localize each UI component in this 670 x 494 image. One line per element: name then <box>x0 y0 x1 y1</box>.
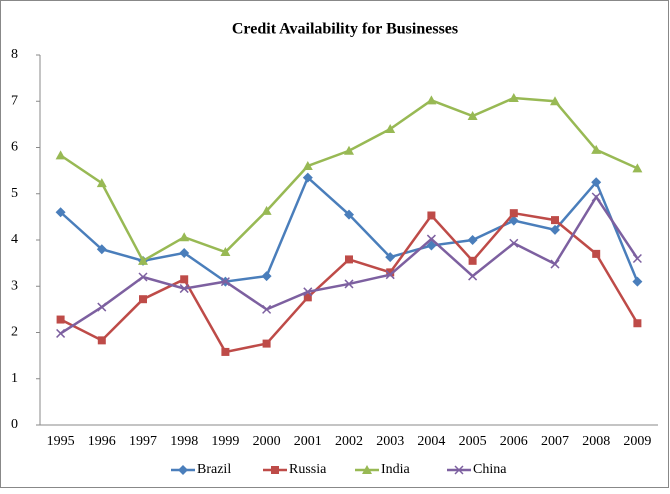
point <box>632 276 643 287</box>
x-tick-label: 2003 <box>376 434 404 449</box>
point <box>97 302 107 312</box>
y-tick-label: 2 <box>11 325 18 340</box>
x-tick-label: 1998 <box>170 434 198 449</box>
point <box>220 277 230 287</box>
point <box>345 255 353 264</box>
y-tick-label: 7 <box>11 93 18 108</box>
point <box>550 224 560 235</box>
point <box>303 293 312 302</box>
point <box>179 247 190 258</box>
x-tick-label: 2001 <box>294 434 322 449</box>
y-tick-label: 6 <box>11 140 18 155</box>
legend-label: India <box>381 462 411 477</box>
point <box>96 178 107 188</box>
point <box>426 240 437 251</box>
point <box>56 315 65 324</box>
point <box>179 232 190 242</box>
x-tick-label: 1997 <box>129 434 157 449</box>
x-tick-label: 2004 <box>417 434 445 449</box>
point <box>454 465 464 475</box>
point <box>302 172 313 183</box>
point <box>139 295 147 304</box>
point <box>138 272 148 282</box>
point <box>508 93 519 103</box>
point <box>97 336 106 345</box>
y-tick-label: 3 <box>11 278 18 293</box>
x-tick-label: 2009 <box>623 434 651 449</box>
point <box>509 209 518 218</box>
point <box>468 256 477 265</box>
point <box>178 465 188 475</box>
point <box>261 271 272 282</box>
point <box>509 238 519 248</box>
x-tick-label: 1999 <box>211 434 239 449</box>
point <box>179 284 189 294</box>
point <box>362 465 372 474</box>
point <box>302 161 313 170</box>
point <box>632 253 642 264</box>
point <box>55 207 66 218</box>
x-tick-label: 2006 <box>500 434 528 449</box>
y-tick-label: 8 <box>11 47 18 62</box>
point <box>385 270 395 280</box>
point <box>271 466 279 474</box>
point <box>468 271 478 281</box>
point <box>427 211 436 220</box>
x-tick-label: 1995 <box>47 434 75 449</box>
x-tick-label: 2005 <box>459 434 487 449</box>
legend-label: Brazil <box>197 462 231 477</box>
point <box>551 216 559 225</box>
point <box>303 287 313 297</box>
point <box>467 235 478 245</box>
y-tick-label: 0 <box>11 417 18 432</box>
point <box>344 209 354 220</box>
point <box>426 95 437 105</box>
point <box>262 339 271 348</box>
point <box>262 304 272 314</box>
x-tick-label: 2007 <box>541 434 569 449</box>
point <box>221 347 230 356</box>
chart-title: Credit Availability for Businesses <box>232 21 458 38</box>
point <box>426 234 436 244</box>
point <box>385 252 396 263</box>
x-tick-label: 2000 <box>253 434 281 449</box>
x-tick-label: 1996 <box>88 434 116 449</box>
y-tick-label: 1 <box>11 371 18 386</box>
point <box>591 177 602 188</box>
x-tick-label: 2008 <box>582 434 610 449</box>
point <box>467 111 478 121</box>
point <box>633 319 642 328</box>
point <box>508 215 519 226</box>
point <box>386 268 395 277</box>
point <box>261 205 272 215</box>
point <box>220 247 231 257</box>
point <box>592 249 601 258</box>
legend-label: Russia <box>289 462 327 477</box>
point <box>591 144 602 154</box>
point <box>550 96 560 106</box>
point <box>138 255 148 265</box>
x-tick-label: 2002 <box>335 434 363 449</box>
point <box>55 150 66 160</box>
point <box>180 275 189 284</box>
point <box>344 145 354 155</box>
point <box>56 328 66 338</box>
point <box>591 192 601 202</box>
point <box>385 124 396 133</box>
y-tick-label: 4 <box>11 232 18 247</box>
point <box>96 244 107 255</box>
point <box>632 163 643 173</box>
point <box>550 259 560 269</box>
point <box>344 279 354 289</box>
y-tick-label: 5 <box>11 186 18 201</box>
legend-label: China <box>473 462 507 477</box>
